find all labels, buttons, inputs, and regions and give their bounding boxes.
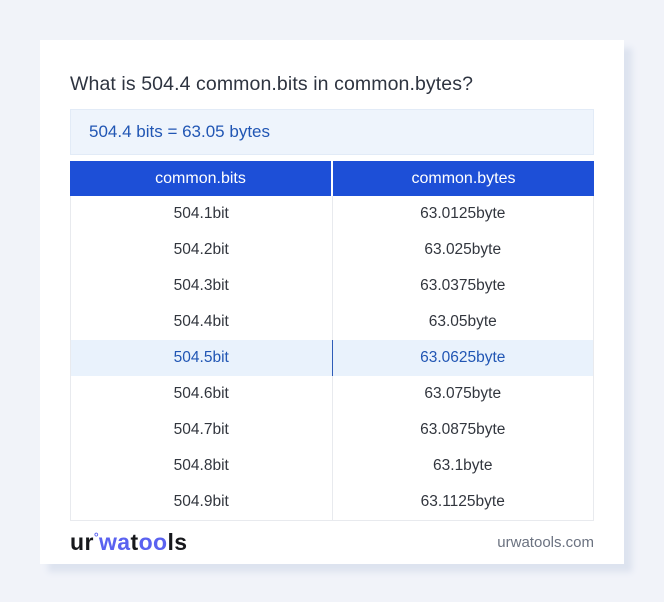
table-row: 504.7bit 63.0875byte — [71, 412, 593, 448]
table-row: 504.9bit 63.1125byte — [71, 484, 593, 520]
logo-text-part: ls — [167, 528, 188, 555]
table-row: 504.4bit 63.05byte — [71, 304, 593, 340]
bytes-cell: 63.05byte — [428, 313, 497, 330]
bits-cell: 504.9bit — [71, 484, 333, 520]
bits-cell: 504.7bit — [71, 412, 333, 448]
table-body: 504.1bit 63.0125byte 504.2bit 63.025byte 504… — [70, 196, 594, 521]
logo-text-part: ur — [70, 528, 94, 555]
bytes-cell: 63.0375byte — [420, 277, 506, 294]
table-row: 504.3bit 63.0375byte — [71, 268, 593, 304]
table-row: 504.8bit 63.1byte — [71, 448, 593, 484]
logo-text-part: wa — [99, 528, 131, 555]
bytes-cell: 63.075byte — [424, 385, 502, 402]
bits-cell: 504.1bit — [71, 196, 333, 232]
bits-cell: 504.5bit — [71, 340, 333, 376]
bytes-cell: 63.0125byte — [420, 205, 506, 222]
bytes-cell: 63.0625byte — [420, 349, 506, 366]
conversion-result-text: 504.4 bits = 63.05 bytes — [89, 122, 270, 141]
table-row: 504.2bit 63.025byte — [71, 232, 593, 268]
logo-degree-mark: ° — [93, 529, 100, 544]
logo-text-part: t — [130, 528, 139, 555]
conversion-result-box: 504.4 bits = 63.05 bytes — [70, 109, 594, 155]
bits-cell: 504.6bit — [71, 376, 333, 412]
conversion-card: What is 504.4 common.bits in common.byte… — [40, 40, 624, 564]
bytes-cell: 63.025byte — [424, 241, 502, 258]
bits-cell: 504.2bit — [71, 232, 333, 268]
bits-cell: 504.3bit — [71, 268, 333, 304]
bits-cell: 504.8bit — [71, 448, 333, 484]
bytes-cell: 63.0875byte — [420, 421, 506, 438]
site-url: urwatools.com — [497, 533, 594, 551]
conversion-table: common.bits common.bytes 504.1bit 63.0125… — [70, 161, 594, 521]
table-row: 504.6bit 63.075byte — [71, 376, 593, 412]
table-row: 504.1bit 63.0125byte — [71, 196, 593, 232]
column-header-bytes: common.bytes — [333, 161, 594, 196]
bytes-cell: 63.1byte — [433, 457, 493, 474]
table-row-highlighted: 504.5bit 63.0625byte — [71, 340, 593, 376]
bytes-cell: 63.1125byte — [420, 493, 505, 510]
footer: ur°watools urwatools.com — [70, 522, 594, 562]
urwatools-logo[interactable]: ur°watools — [70, 528, 188, 555]
bits-cell: 504.4bit — [71, 304, 333, 340]
page-title: What is 504.4 common.bits in common.byte… — [70, 73, 474, 95]
column-header-bits: common.bits — [70, 161, 333, 196]
table-header-row: common.bits common.bytes — [70, 161, 594, 196]
logo-text-part: oo — [138, 528, 168, 555]
